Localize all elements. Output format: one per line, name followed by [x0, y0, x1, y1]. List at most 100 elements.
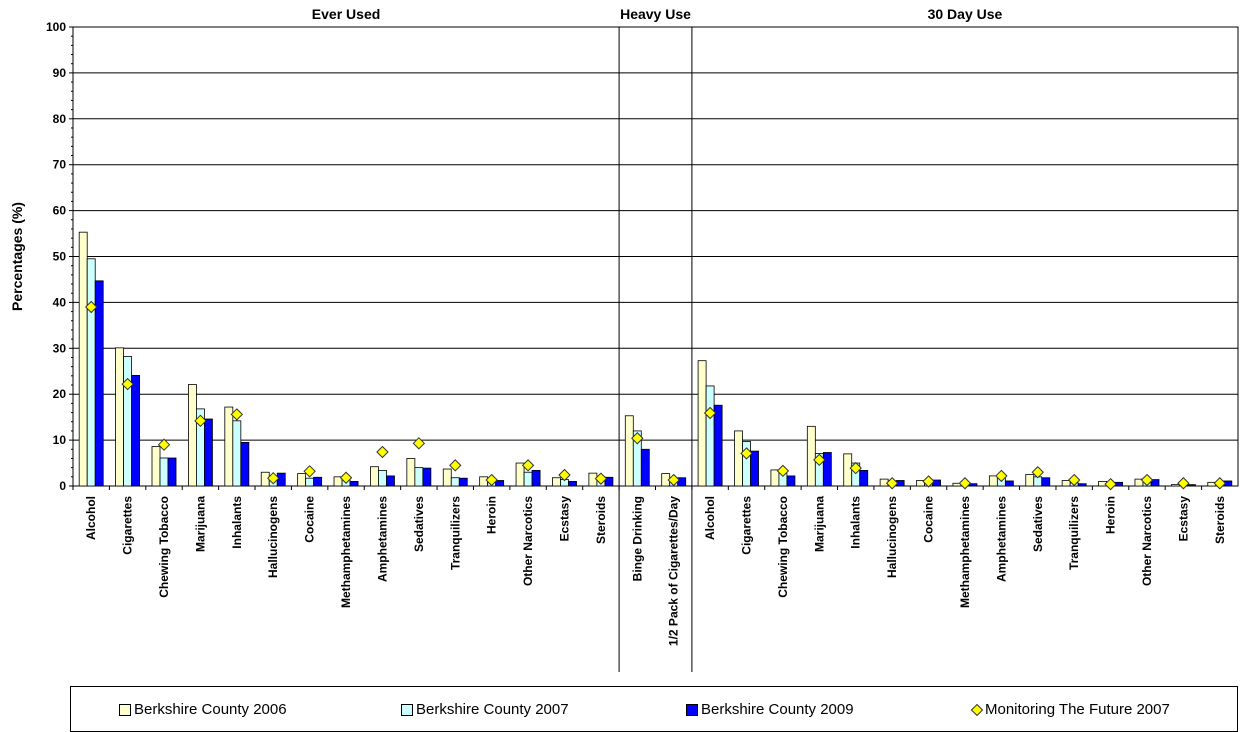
bar	[167, 457, 177, 487]
category-label: Other Narcotics	[1140, 496, 1154, 586]
section-title: 30 Day Use	[928, 6, 1003, 22]
y-tick-label: 40	[53, 295, 67, 309]
category-label: Alcohol	[703, 496, 717, 540]
bar	[188, 384, 197, 487]
bar	[1041, 477, 1051, 487]
marker-point	[449, 459, 462, 472]
bar	[988, 475, 998, 487]
bar	[159, 457, 169, 487]
bar	[1025, 474, 1035, 487]
marker-point	[776, 464, 790, 478]
bar	[313, 476, 323, 487]
marker-point	[558, 468, 571, 482]
category-label: Steroids	[1213, 496, 1227, 544]
y-tick-label: 50	[53, 250, 67, 264]
section-title: Heavy Use	[620, 6, 691, 22]
legend-swatch-2009	[686, 703, 698, 716]
marker-point	[667, 473, 680, 487]
legend-item-mtf: Monitoring The Future 2007	[971, 701, 1170, 718]
bar	[450, 477, 460, 487]
bar	[531, 469, 541, 487]
marker-point	[412, 437, 426, 450]
marker-point	[339, 471, 353, 484]
legend-item-2009: Berkshire County 2009	[686, 701, 854, 718]
bar	[1077, 483, 1087, 487]
bar	[86, 258, 96, 487]
marker-point	[703, 406, 717, 420]
marker-point	[121, 377, 134, 391]
bar	[495, 480, 505, 487]
bar	[806, 425, 816, 487]
bar	[115, 347, 125, 487]
marker-point	[84, 300, 98, 314]
legend-label-2009: Berkshire County 2009	[701, 701, 854, 718]
marker-point	[995, 469, 1008, 483]
bar	[677, 477, 687, 487]
bar	[297, 473, 307, 487]
category-label: Methamphetamines	[958, 496, 972, 608]
category-label: Methamphetamines	[339, 496, 353, 608]
category-label: Binge Drinking	[630, 496, 644, 581]
marker-point	[157, 438, 171, 451]
bar	[442, 468, 452, 487]
legend-swatch-2006	[119, 703, 131, 716]
category-label: Hallucinogens	[885, 496, 899, 578]
bar	[568, 481, 577, 487]
bar	[422, 467, 432, 487]
bar	[786, 475, 796, 487]
marker-point	[194, 414, 207, 428]
y-tick-label: 80	[53, 112, 67, 126]
bar	[94, 280, 104, 487]
bar	[406, 458, 416, 487]
bar	[705, 385, 715, 487]
marker-point	[1140, 473, 1154, 487]
category-label: Alcohol	[84, 496, 98, 540]
marker-point	[885, 477, 899, 490]
bar	[414, 467, 424, 487]
category-label: Heroin	[485, 496, 499, 534]
marker-point	[1067, 473, 1081, 487]
bar	[713, 404, 723, 487]
y-tick-label: 60	[53, 204, 67, 218]
category-label: Sedatives	[1031, 496, 1045, 552]
bar	[224, 406, 234, 487]
bar	[240, 441, 250, 487]
y-tick-label: 90	[53, 66, 67, 80]
category-label: Hallucinogens	[266, 496, 280, 578]
marker-point	[267, 471, 280, 485]
category-label: Amphetamines	[994, 496, 1008, 582]
marker-point	[376, 445, 389, 459]
category-label: Sedatives	[412, 496, 426, 552]
category-label: Inhalants	[230, 496, 244, 549]
category-label: Amphetamines	[375, 496, 389, 582]
category-label: Chewing Tobacco	[776, 496, 790, 598]
bar	[386, 475, 395, 487]
section-title: Ever Used	[312, 6, 380, 22]
y-tick-label: 100	[46, 20, 66, 34]
marker-point	[485, 473, 498, 487]
bar	[151, 446, 161, 487]
bar	[370, 466, 379, 487]
bar	[131, 374, 141, 487]
category-label: Other Narcotics	[521, 496, 535, 586]
bar	[859, 469, 869, 487]
bar	[1150, 479, 1160, 487]
category-label: Tranquilizers	[448, 496, 462, 570]
bar	[305, 477, 315, 487]
bar	[1186, 484, 1196, 487]
category-label: Marijuana	[812, 496, 826, 552]
marker-point	[740, 447, 753, 460]
bar	[734, 430, 743, 487]
marker-point	[594, 472, 608, 485]
marker-point	[1031, 466, 1044, 479]
bar	[1170, 484, 1180, 487]
marker-point	[1104, 477, 1117, 491]
marker-point	[521, 459, 535, 472]
bar	[276, 472, 286, 487]
category-label: Marijuana	[193, 496, 207, 552]
bar	[458, 477, 468, 487]
legend-label-2007: Berkshire County 2007	[416, 701, 569, 718]
bar	[1061, 480, 1071, 487]
bar	[843, 453, 853, 487]
category-label: Tranquilizers	[1067, 496, 1081, 570]
